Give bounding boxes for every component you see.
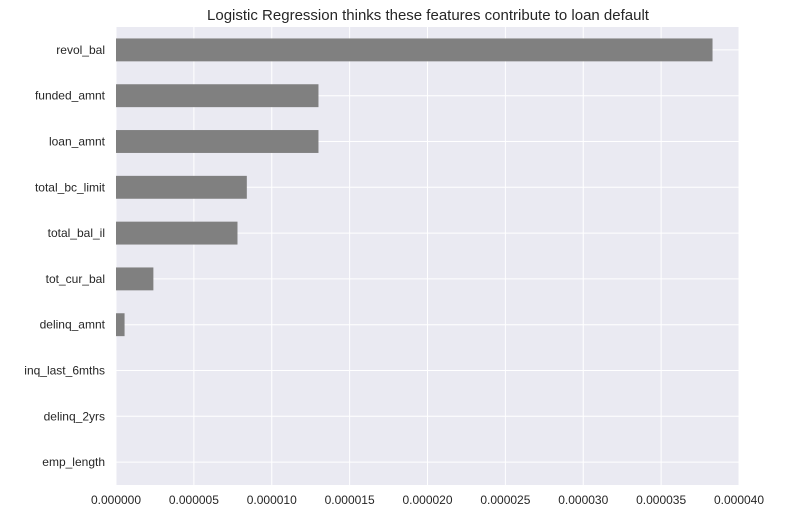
y-axis-labels: revol_bal funded_amnt loan_amnt total_bc_li… xyxy=(24,43,105,469)
x-tick-label: 0.000030 xyxy=(558,493,608,507)
x-axis-labels: 0.000000 0.000005 0.000010 0.000015 0.000020… xyxy=(91,493,764,507)
chart-title: Logistic Regression thinks these feature… xyxy=(207,7,650,24)
bar-funded_amnt xyxy=(116,84,319,108)
x-tick-label: 0.000005 xyxy=(169,493,219,507)
x-tick-label: 0.000000 xyxy=(91,493,141,507)
y-tick-label: funded_amnt xyxy=(35,89,106,103)
bar-tot_cur_bal xyxy=(116,267,154,291)
x-tick-label: 0.000010 xyxy=(247,493,297,507)
y-tick-label: delinq_2yrs xyxy=(44,409,105,423)
bar-total_bc_limit xyxy=(116,175,247,199)
bar-revol_bal xyxy=(116,38,713,62)
x-tick-label: 0.000035 xyxy=(636,493,686,507)
x-tick-label: 0.000025 xyxy=(480,493,530,507)
x-tick-label: 0.000015 xyxy=(325,493,375,507)
bar-total_bal_il xyxy=(116,221,238,245)
x-tick-label: 0.000020 xyxy=(402,493,452,507)
y-tick-label: delinq_amnt xyxy=(40,318,106,332)
y-tick-label: total_bal_il xyxy=(48,226,105,240)
y-tick-label: inq_last_6mths xyxy=(24,364,105,378)
x-tick-label: 0.000040 xyxy=(714,493,764,507)
bars xyxy=(116,38,713,337)
y-tick-label: total_bc_limit xyxy=(35,180,106,194)
y-tick-label: loan_amnt xyxy=(49,135,106,149)
y-tick-label: revol_bal xyxy=(56,43,105,57)
bar-loan_amnt xyxy=(116,130,319,153)
y-tick-label: emp_length xyxy=(42,455,105,469)
bar-delinq_amnt xyxy=(116,313,125,337)
y-tick-label: tot_cur_bal xyxy=(46,272,105,286)
